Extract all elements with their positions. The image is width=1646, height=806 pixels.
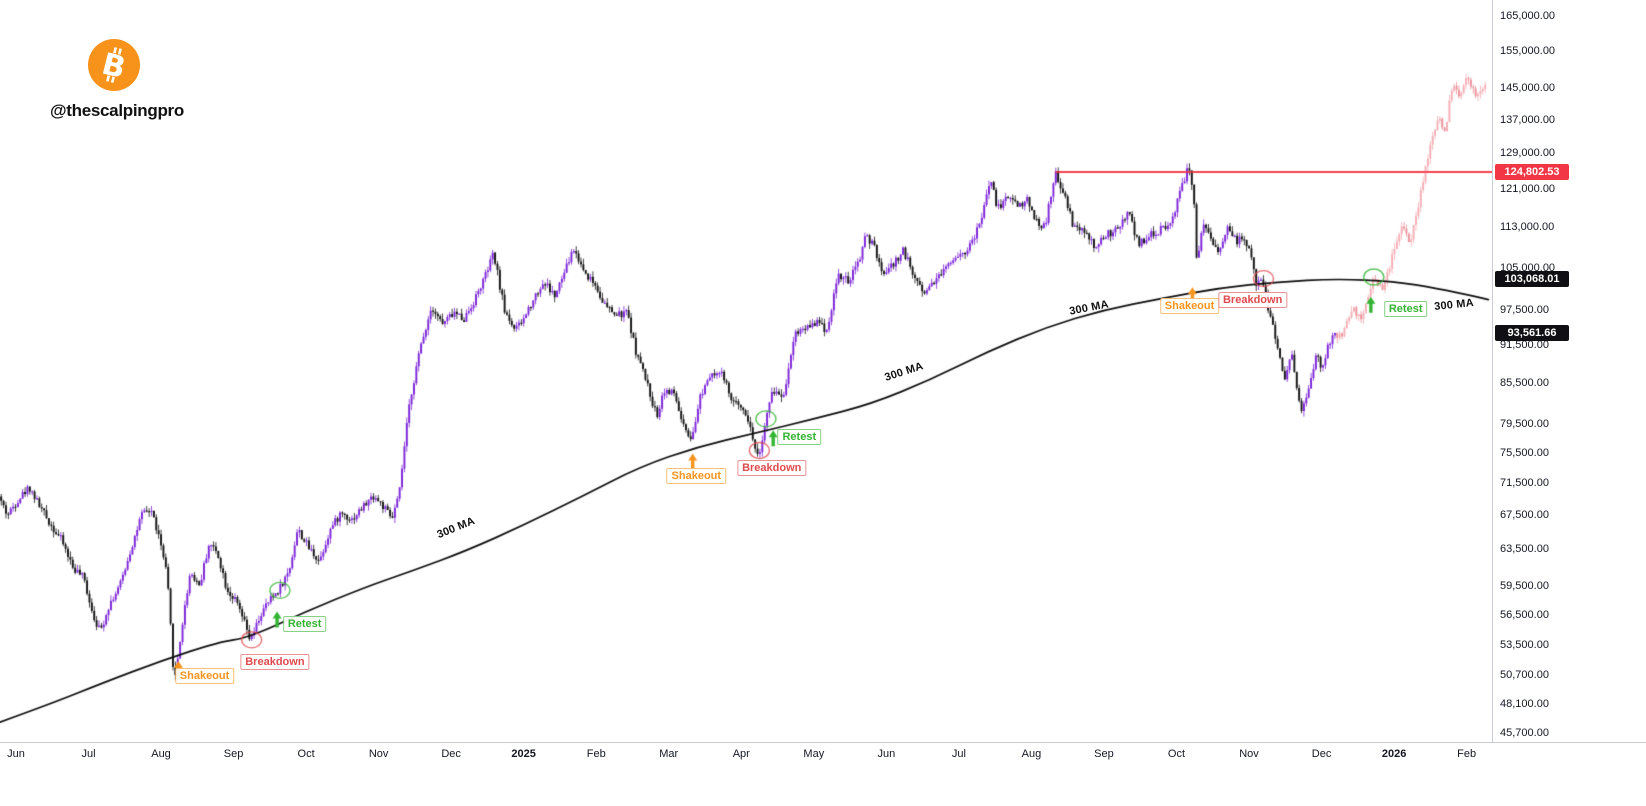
x-axis-label: Oct xyxy=(1167,748,1186,760)
x-axis-label: Aug xyxy=(1021,748,1042,760)
x-axis-label: Jun xyxy=(7,748,25,760)
x-axis-label: Aug xyxy=(151,748,171,760)
x-axis-label: Dec xyxy=(441,748,461,760)
x-axis-label: Nov xyxy=(1239,748,1259,760)
y-axis-tick: 75,500.00 xyxy=(1500,446,1549,459)
y-axis-tick: 97,500.00 xyxy=(1500,303,1549,316)
y-axis-tick: 63,500.00 xyxy=(1500,543,1549,556)
y-axis-tick: 67,500.00 xyxy=(1500,509,1549,522)
y-axis-tick: 165,000.00 xyxy=(1500,10,1556,22)
x-axis-label: Dec xyxy=(1311,748,1332,760)
watermark-handle: @thescalpingpro xyxy=(50,101,184,120)
y-axis-tick: 59,500.00 xyxy=(1500,579,1549,592)
chart-plot-area[interactable]: Shakeout Breakdown Retest Shakeout Breakdown… xyxy=(0,0,1492,742)
time-axis[interactable]: Jun Jul Aug Sep Oct Nov Dec 2025 Feb Mar Apr May Jun… xyxy=(0,742,1646,806)
watermark: B @thescalpingpro xyxy=(50,38,184,121)
x-axis-label: Jun xyxy=(877,748,896,760)
y-axis-tick: 113,000.00 xyxy=(1500,221,1555,234)
price-chart-canvas xyxy=(0,0,1492,742)
x-axis-label: Apr xyxy=(732,748,750,760)
y-axis-tick: 121,000.00 xyxy=(1500,183,1556,196)
y-axis-tick: 91,500.00 xyxy=(1500,339,1549,352)
x-axis-label: Feb xyxy=(586,748,606,760)
y-axis-tick: 85,500.00 xyxy=(1500,377,1549,390)
price-axis[interactable]: 165,000.00 155,000.00 145,000.00 137,000.00… xyxy=(1492,0,1646,742)
y-axis-tick: 145,000.00 xyxy=(1500,82,1556,95)
x-axis-label: 2026 xyxy=(1381,748,1407,760)
x-axis-label: Mar xyxy=(659,748,679,760)
y-axis-tick: 79,500.00 xyxy=(1500,417,1549,430)
x-axis-label: Feb xyxy=(1457,748,1477,760)
x-axis-label: Oct xyxy=(297,748,315,760)
x-axis-label: Sep xyxy=(1094,748,1114,760)
y-axis-tick: 71,500.00 xyxy=(1500,477,1549,490)
x-axis-label: Sep xyxy=(223,748,244,760)
x-axis-label: Jul xyxy=(81,748,96,760)
x-axis-label: Nov xyxy=(368,748,389,760)
y-axis-tick: 155,000.00 xyxy=(1500,44,1556,57)
y-axis-tick: 48,100.00 xyxy=(1500,698,1549,711)
y-axis-tick: 56,500.00 xyxy=(1500,608,1549,621)
price-badge: 93,561.66 xyxy=(1495,324,1569,341)
price-badge: 103,068.01 xyxy=(1495,270,1569,287)
y-axis-tick: 50,700.00 xyxy=(1500,669,1549,682)
x-axis-label: May xyxy=(803,748,825,760)
bitcoin-icon: B xyxy=(88,39,140,91)
y-axis-tick: 53,500.00 xyxy=(1500,639,1549,652)
x-axis-label: Jul xyxy=(951,748,966,760)
y-axis-tick: 129,000.00 xyxy=(1500,147,1556,160)
x-axis-label: 2025 xyxy=(511,748,536,760)
price-badge: 124,802.53 xyxy=(1495,163,1569,180)
y-axis-tick: 45,700.00 xyxy=(1500,727,1549,740)
y-axis-tick: 137,000.00 xyxy=(1500,113,1556,126)
